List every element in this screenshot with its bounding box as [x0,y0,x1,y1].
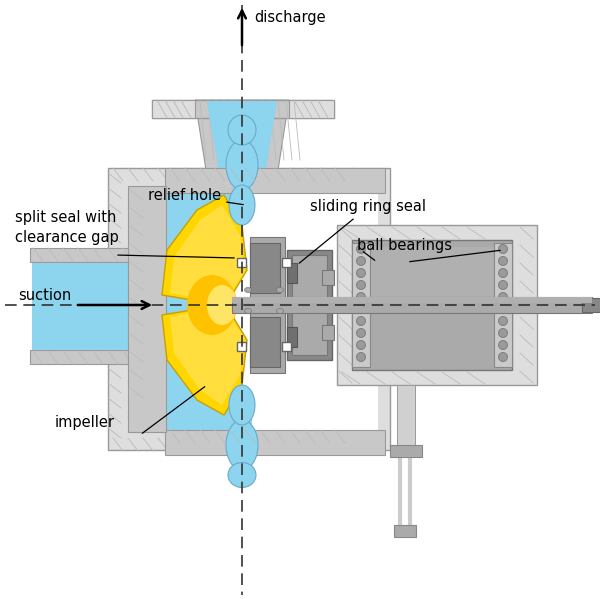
Ellipse shape [499,352,508,362]
Bar [287,327,297,347]
Ellipse shape [499,316,508,325]
Polygon shape [108,168,390,450]
Ellipse shape [356,304,365,313]
Polygon shape [207,101,277,168]
Ellipse shape [277,308,284,313]
Text: sliding ring seal: sliding ring seal [299,199,426,263]
Polygon shape [32,263,172,350]
Text: shaft: shaft [0,598,1,599]
Ellipse shape [226,420,258,470]
Polygon shape [195,100,289,170]
Bar [282,342,291,351]
Bar [250,317,280,367]
Ellipse shape [356,316,365,325]
Ellipse shape [226,140,258,190]
Ellipse shape [356,244,365,253]
Ellipse shape [499,268,508,277]
Bar [352,240,512,370]
Bar [397,385,415,450]
Ellipse shape [245,288,251,292]
Polygon shape [162,310,247,415]
Text: impeller: impeller [55,415,115,430]
Polygon shape [289,100,334,118]
Ellipse shape [499,256,508,265]
Text: ball bearings: ball bearings [357,238,452,253]
Ellipse shape [356,256,365,265]
Bar [287,263,297,283]
Ellipse shape [187,275,237,335]
Bar [232,297,592,313]
Bar [282,258,291,267]
Ellipse shape [356,280,365,289]
Ellipse shape [499,292,508,301]
Bar [337,225,537,385]
Text: split seal with
clearance gap: split seal with clearance gap [15,210,119,245]
Bar [322,325,334,340]
Text: discharge: discharge [254,10,326,25]
Bar [352,243,370,367]
Bar [152,100,334,118]
Ellipse shape [499,328,508,337]
Bar [390,445,422,457]
Ellipse shape [245,308,251,313]
Bar [322,270,334,285]
Ellipse shape [499,280,508,289]
Ellipse shape [229,185,255,225]
Polygon shape [30,350,165,364]
Ellipse shape [356,328,365,337]
Ellipse shape [229,385,255,425]
Ellipse shape [228,462,256,488]
Text: suction: suction [18,288,71,303]
Polygon shape [170,312,244,405]
Bar [128,186,166,432]
Bar [582,298,600,312]
Ellipse shape [499,304,508,313]
Bar [292,255,327,355]
Ellipse shape [356,352,365,362]
Polygon shape [170,205,244,298]
Bar [165,168,385,193]
Text: relief hole: relief hole [148,189,243,205]
Polygon shape [30,248,165,262]
Polygon shape [130,305,252,432]
Ellipse shape [499,244,508,253]
Bar [237,342,246,351]
Bar [250,237,285,373]
Bar [494,243,512,367]
Bar [394,525,416,537]
Bar [357,247,507,297]
Polygon shape [152,100,195,118]
Ellipse shape [277,288,284,292]
Ellipse shape [356,340,365,349]
Ellipse shape [228,115,256,145]
Ellipse shape [499,340,508,349]
Polygon shape [162,195,247,300]
Bar [287,250,332,360]
Bar [237,258,246,267]
Bar [128,186,378,432]
Ellipse shape [356,268,365,277]
Ellipse shape [356,292,365,301]
Bar [232,297,592,303]
Bar [165,430,385,455]
Polygon shape [130,186,252,305]
Ellipse shape [207,285,237,325]
Bar [250,243,280,293]
